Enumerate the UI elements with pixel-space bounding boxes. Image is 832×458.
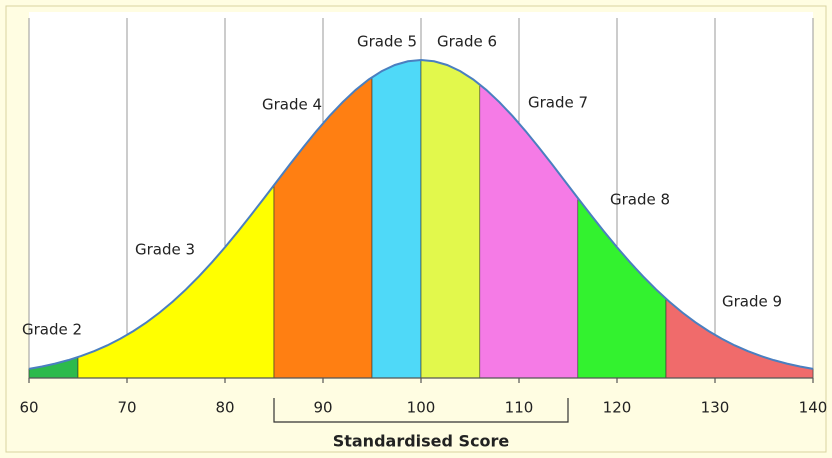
grade-label: Grade 3 (135, 241, 195, 259)
grade-label: Grade 2 (22, 321, 82, 339)
x-tick-label: 70 (117, 399, 136, 417)
grade-label: Grade 4 (262, 96, 322, 114)
grade-label: Grade 7 (528, 94, 588, 112)
x-axis-label: Standardised Score (333, 432, 510, 451)
grade-label: Grade 8 (610, 191, 670, 209)
x-tick-label: 60 (19, 399, 38, 417)
x-tick-label: 110 (505, 399, 534, 417)
x-tick-label: 130 (701, 399, 730, 417)
x-tick-label: 120 (603, 399, 632, 417)
grade-region (420, 59, 481, 379)
x-tick-label: 80 (215, 399, 234, 417)
grade-region (371, 59, 422, 379)
score-bracket (273, 398, 569, 423)
grade-label: Grade 9 (722, 293, 782, 311)
grade-label: Grade 6 (437, 33, 497, 51)
grade-label: Grade 5 (357, 33, 417, 51)
distribution-curve (28, 58, 814, 370)
x-tick-label: 100 (407, 399, 436, 417)
x-tick-label: 140 (799, 399, 828, 417)
x-tick-label: 90 (313, 399, 332, 417)
